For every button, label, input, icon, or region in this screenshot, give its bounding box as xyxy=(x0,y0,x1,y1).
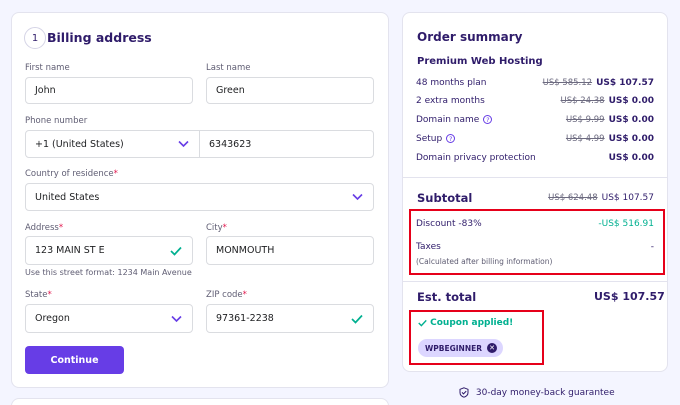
coupon-code: WPBEGINNER xyxy=(425,343,483,353)
subtotal-old: US$ 624.48 xyxy=(548,193,598,203)
old-price: US$ 585.12 xyxy=(542,78,593,88)
discount-value: -US$ 516.91 xyxy=(598,219,654,229)
taxes-value: - xyxy=(650,242,654,252)
city-label: City* xyxy=(206,223,227,233)
billing-title: Billing address xyxy=(47,30,152,45)
remove-coupon-icon[interactable]: ✕ xyxy=(487,343,497,353)
summary-title: Order summary xyxy=(417,30,523,44)
chevron-down-icon xyxy=(352,193,363,201)
address-field[interactable]: 123 MAIN ST E xyxy=(25,236,193,265)
country-label: Country of residence* xyxy=(25,169,118,179)
highlight-box xyxy=(409,310,544,365)
country-select[interactable]: United States xyxy=(25,183,374,211)
zip-label-text: ZIP code xyxy=(206,290,243,300)
highlight-box xyxy=(409,209,665,275)
line-item: Setup? US$ 4.99 US$ 0.00 xyxy=(416,134,654,148)
address-label-text: Address xyxy=(25,223,59,233)
required-mark: * xyxy=(113,169,118,179)
country-value: United States xyxy=(35,191,100,203)
price: US$ 107.57 xyxy=(596,78,654,88)
price: US$ 0.00 xyxy=(608,96,654,106)
phone-number-field[interactable]: 6343623 xyxy=(199,130,374,158)
city-label-text: City xyxy=(206,223,223,233)
phone-country-select[interactable]: +1 (United States) xyxy=(25,130,200,158)
phone-label: Phone number xyxy=(25,116,88,126)
total-value: US$ 107.57 xyxy=(594,290,665,303)
guarantee-text: 30-day money-back guarantee xyxy=(475,388,615,398)
zip-label: ZIP code* xyxy=(206,290,247,300)
phone-country-value: +1 (United States) xyxy=(35,138,124,150)
order-summary-card xyxy=(402,12,668,372)
last-name-label: Last name xyxy=(206,63,251,73)
next-section-card xyxy=(11,398,389,405)
first-name-label: First name xyxy=(25,63,70,73)
check-icon xyxy=(170,246,182,256)
first-name-field[interactable]: John xyxy=(25,77,193,104)
continue-button[interactable]: Continue xyxy=(25,346,124,374)
line-item-name: Domain name xyxy=(416,115,480,125)
check-icon xyxy=(351,314,363,324)
required-mark: * xyxy=(58,223,64,233)
last-name-field[interactable]: Green xyxy=(206,77,374,104)
address-label: Address* xyxy=(25,223,63,233)
old-price: US$ 4.99 xyxy=(565,134,605,144)
line-item: Domain name? US$ 9.99 US$ 0.00 xyxy=(416,115,654,129)
line-item: Domain privacy protection US$ 0.00 xyxy=(416,153,654,167)
required-mark: * xyxy=(47,290,52,300)
total-label: Est. total xyxy=(417,290,477,304)
old-price: US$ 9.99 xyxy=(565,115,605,125)
zip-field[interactable]: 97361-2238 xyxy=(206,304,374,333)
info-icon[interactable]: ? xyxy=(483,115,493,124)
divider xyxy=(403,281,668,282)
subtotal-row: US$ 624.48 US$ 107.57 xyxy=(416,193,654,207)
discount-label: Discount -83% xyxy=(416,219,482,229)
phone-number-value: 6343623 xyxy=(209,138,252,150)
line-item-name: Domain privacy protection xyxy=(416,153,536,163)
divider xyxy=(403,177,668,178)
first-name-value: John xyxy=(35,85,56,96)
price: US$ 0.00 xyxy=(608,153,654,163)
city-value: MONMOUTH xyxy=(216,245,275,256)
coupon-status: Coupon applied! xyxy=(418,318,513,328)
price: US$ 0.00 xyxy=(608,115,654,125)
old-price: US$ 24.38 xyxy=(560,96,605,106)
zip-value: 97361-2238 xyxy=(216,313,274,324)
required-mark: * xyxy=(222,223,227,233)
chevron-down-icon xyxy=(171,315,182,322)
line-item: 48 months plan US$ 585.12 US$ 107.57 xyxy=(416,78,654,92)
country-label-text: Country of residence xyxy=(25,169,114,179)
shield-check-icon xyxy=(459,387,469,398)
address-hint: Use this street format: 1234 Main Avenue xyxy=(25,268,192,277)
guarantee: 30-day money-back guarantee xyxy=(459,387,615,398)
taxes-label: Taxes xyxy=(416,242,441,252)
product-name: Premium Web Hosting xyxy=(417,56,543,67)
state-label-text: State xyxy=(25,290,48,300)
address-value: 123 MAIN ST E xyxy=(35,245,105,256)
required-mark: * xyxy=(242,290,247,300)
step-number: 1 xyxy=(24,27,46,49)
line-item-name: Setup xyxy=(416,134,443,144)
discount-row: Discount -83% -US$ 516.91 xyxy=(416,219,654,233)
state-select[interactable]: Oregon xyxy=(25,304,193,333)
subtotal-value: US$ 107.57 xyxy=(601,193,654,203)
last-name-value: Green xyxy=(216,85,245,96)
price: US$ 0.00 xyxy=(608,134,654,144)
state-value: Oregon xyxy=(35,313,70,324)
coupon-chip: WPBEGINNER ✕ xyxy=(418,339,503,357)
info-icon[interactable]: ? xyxy=(446,134,456,143)
line-item-name: 48 months plan xyxy=(416,78,487,88)
taxes-row: Taxes - xyxy=(416,242,654,256)
taxes-note: (Calculated after billing information) xyxy=(416,257,553,266)
city-field[interactable]: MONMOUTH xyxy=(206,236,374,265)
coupon-status-text: Coupon applied! xyxy=(430,318,514,328)
check-icon xyxy=(418,319,427,327)
state-label: State* xyxy=(25,290,52,300)
line-item: 2 extra months US$ 24.38 US$ 0.00 xyxy=(416,96,654,110)
line-item-name: 2 extra months xyxy=(416,96,485,106)
subtotal-label: Subtotal xyxy=(417,191,473,205)
chevron-down-icon xyxy=(178,140,189,148)
